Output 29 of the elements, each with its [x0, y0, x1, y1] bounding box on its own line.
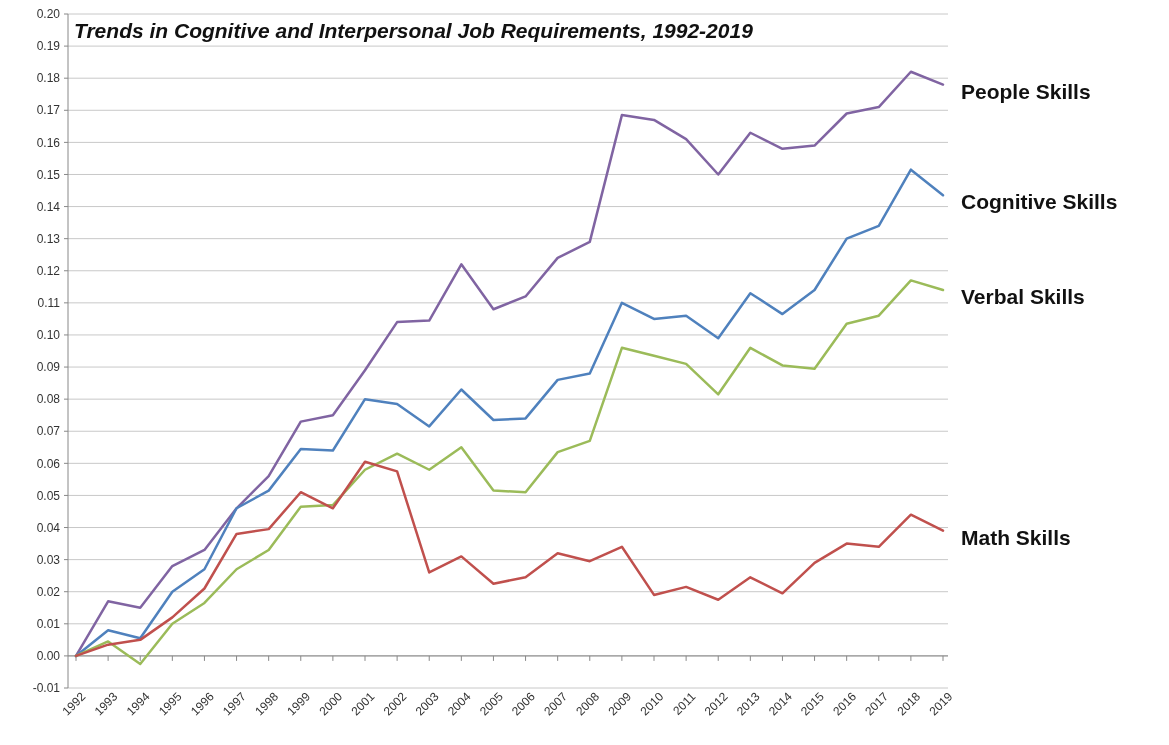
y-tick-label: 0.19: [36, 39, 61, 54]
y-tick-label: 0.01: [36, 617, 61, 632]
y-tick-label: 0.06: [36, 456, 61, 471]
y-tick-label: 0.04: [36, 520, 61, 535]
y-tick-label: 0.03: [36, 552, 61, 567]
y-tick-label: 0.16: [36, 135, 61, 150]
y-tick-label: -0.01: [32, 681, 61, 696]
y-tick-label: 0.02: [36, 584, 61, 599]
y-tick-label: 0.20: [36, 7, 61, 22]
y-tick-label: 0.09: [36, 360, 61, 375]
y-tick-label: 0.08: [36, 392, 61, 407]
chart-title: Trends in Cognitive and Interpersonal Job Requirements, 1992-2019: [74, 19, 754, 42]
y-tick-label: 0.12: [36, 263, 61, 278]
y-tick-label: 0.18: [36, 71, 61, 86]
series-label: Verbal Skills: [961, 285, 1085, 309]
y-tick-label: 0.17: [36, 103, 61, 118]
y-tick-label: 0.11: [37, 296, 61, 311]
line-series: [74, 70, 945, 658]
series-label: People Skills: [961, 79, 1091, 103]
line-series: [74, 460, 945, 658]
y-tick-label: 0.10: [36, 328, 61, 343]
y-tick-label: 0.05: [36, 488, 61, 503]
y-tick-label: 0.00: [36, 649, 61, 664]
series-label: Cognitive Skills: [961, 190, 1118, 214]
y-tick-label: 0.13: [36, 231, 61, 246]
y-tick-label: 0.15: [36, 167, 61, 182]
series-label: Math Skills: [961, 525, 1071, 549]
y-tick-label: 0.07: [36, 424, 61, 439]
y-tick-label: 0.14: [36, 199, 61, 214]
